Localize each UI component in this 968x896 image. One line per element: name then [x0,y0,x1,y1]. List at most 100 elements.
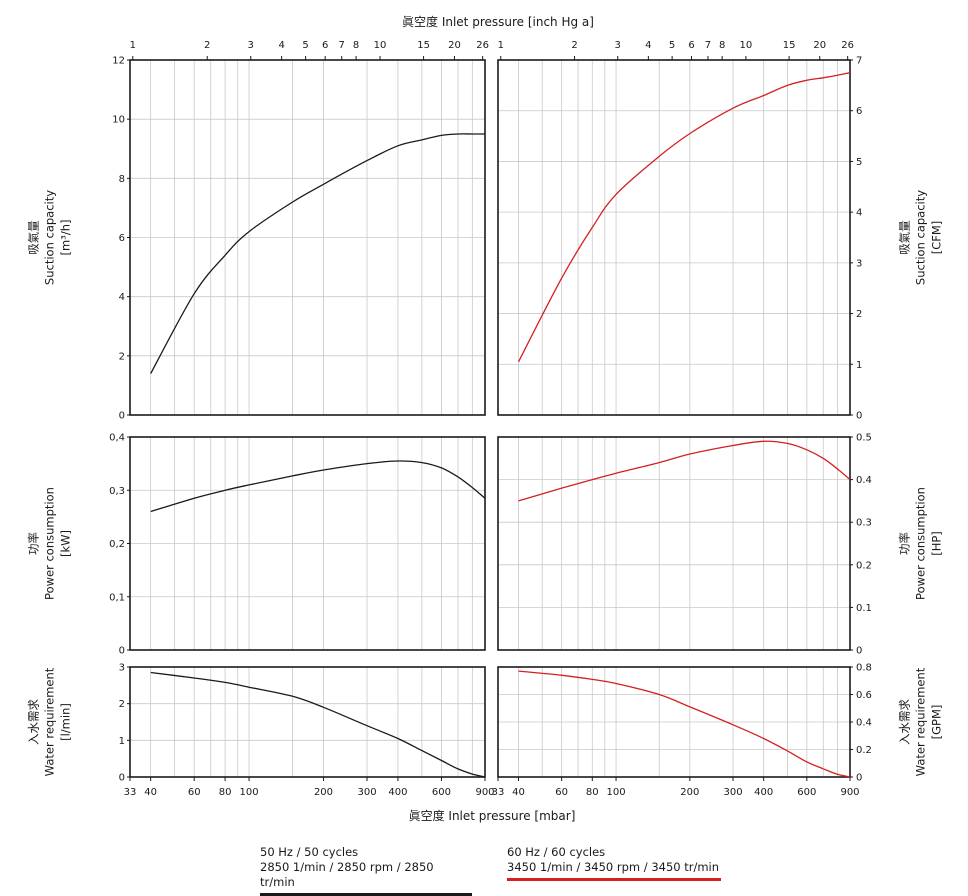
top-tick-label: 26 [476,40,489,51]
right-label-power: 功率 [898,532,912,555]
right-label-water: 入水需求 [898,699,912,745]
legend-60hz: 60 Hz / 60 cycles 3450 1/min / 3450 rpm … [507,845,721,881]
left-label-capacity: [m³/h] [59,220,73,256]
panel-power-50hz: 0 0,1 0,2 0,3 0,4 [109,433,486,657]
top-tick-label: 20 [448,40,461,51]
top-tick-label: 3 [615,40,621,51]
top-tick-label: 6 [688,40,694,51]
top-tick-label: 10 [740,40,753,51]
y-tick-label: 5 [856,157,862,168]
bottom-tick-label: 300 [723,787,742,798]
top-tick-label: 3 [248,40,254,51]
bottom-tick-label: 33 [492,787,505,798]
left-label-power: Power consumption [43,487,57,600]
bottom-tick-label: 40 [144,787,157,798]
bottom-tick-label: 400 [388,787,407,798]
panel-frame [129,59,486,416]
y-tick-label: 0.5 [856,433,872,444]
y-tick-label: 0 [856,646,862,657]
left-label-power: 功率 [27,532,41,555]
bottom-tick-label: 60 [188,787,201,798]
y-tick-label: 0,3 [109,486,125,497]
right-label-water: [GPM] [930,705,944,740]
left-label-power: [kW] [59,530,73,557]
bottom-axis-title: 眞空度 Inlet pressure [mbar] [409,808,576,823]
panel-power-60hz: 0 0.1 0.2 0.3 0.4 0.5 [497,433,872,657]
top-tick-label: 2 [204,40,210,51]
bottom-tick-label: 80 [586,787,599,798]
left-label-water: Water requirement [43,667,57,776]
y-tick-label: 3 [856,258,862,269]
y-tick-label: 0.3 [856,518,872,529]
y-tick-label: 4 [856,208,862,219]
bottom-tick-label: 100 [606,787,625,798]
panel-frame [497,666,851,778]
top-tick-label: 4 [645,40,651,51]
y-tick-label: 3 [119,663,125,674]
top-tick-label: 5 [669,40,675,51]
panel-frame [129,666,486,778]
top-tick-label: 4 [278,40,284,51]
y-tick-label: 10 [112,115,125,126]
right-label-water: Water requirement [914,667,928,776]
panel-water-60hz: 0 0.2 0.4 0.6 0.8 33 40 60 80 100 200 300 400 600 900 [492,663,872,799]
right-label-capacity: [CFM] [930,221,944,255]
legend-60hz-swatch [507,878,721,881]
y-tick-label: 0.2 [856,560,872,571]
bottom-tick-label: 600 [432,787,451,798]
bottom-tick-label: 200 [314,787,333,798]
series-line-60hz [517,72,851,363]
top-tick-label: 26 [841,40,854,51]
legend-50hz-line1: 50 Hz / 50 cycles [260,845,359,859]
top-tick-label: 5 [302,40,308,51]
y-tick-label: 0 [119,773,125,784]
y-tick-label: 2 [856,309,862,320]
bottom-tick-label: 33 [124,787,137,798]
bottom-tick-label: 900 [475,787,494,798]
right-label-power: Power consumption [914,487,928,600]
bottom-tick-label: 200 [680,787,699,798]
y-tick-label: 6 [856,106,862,117]
bottom-tick-label: 900 [840,787,859,798]
y-tick-label: 4 [119,292,125,303]
y-tick-label: 0 [856,773,862,784]
right-label-power: [HP] [930,531,944,556]
left-label-water: [l/min] [59,703,73,741]
y-tick-label: 0.8 [856,663,872,674]
panel-frame [497,59,851,416]
y-tick-label: 8 [119,174,125,185]
top-tick-label: 1 [130,40,136,51]
bottom-tick-label: 300 [357,787,376,798]
top-tick-label: 20 [813,40,826,51]
panel-frame [497,436,851,651]
y-tick-label: 0,2 [109,539,125,550]
y-tick-label: 0 [856,411,862,422]
bottom-tick-label: 100 [240,787,259,798]
top-tick-label: 7 [339,40,345,51]
top-tick-label: 8 [719,40,725,51]
right-label-capacity: 吸氣量 [898,220,912,255]
y-tick-label: 0.6 [856,690,872,701]
series-line-60hz [518,670,851,778]
left-label-capacity: 吸氣量 [27,220,41,255]
right-label-capacity: Suction capacity [914,190,928,285]
y-tick-label: 0 [119,411,125,422]
series-line-50hz [150,133,485,374]
y-tick-label: 2 [119,699,125,710]
panel-frame [129,436,486,651]
y-tick-label: 1 [119,736,125,747]
left-label-water: 入水需求 [27,699,41,745]
series-line-50hz [150,671,486,778]
y-tick-label: 0,4 [109,433,125,444]
bottom-tick-label: 600 [797,787,816,798]
y-tick-label: 1 [856,360,862,371]
series-line-60hz [518,440,851,502]
bottom-tick-label: 40 [512,787,525,798]
top-tick-label: 10 [374,40,387,51]
y-tick-label: 12 [112,56,125,67]
